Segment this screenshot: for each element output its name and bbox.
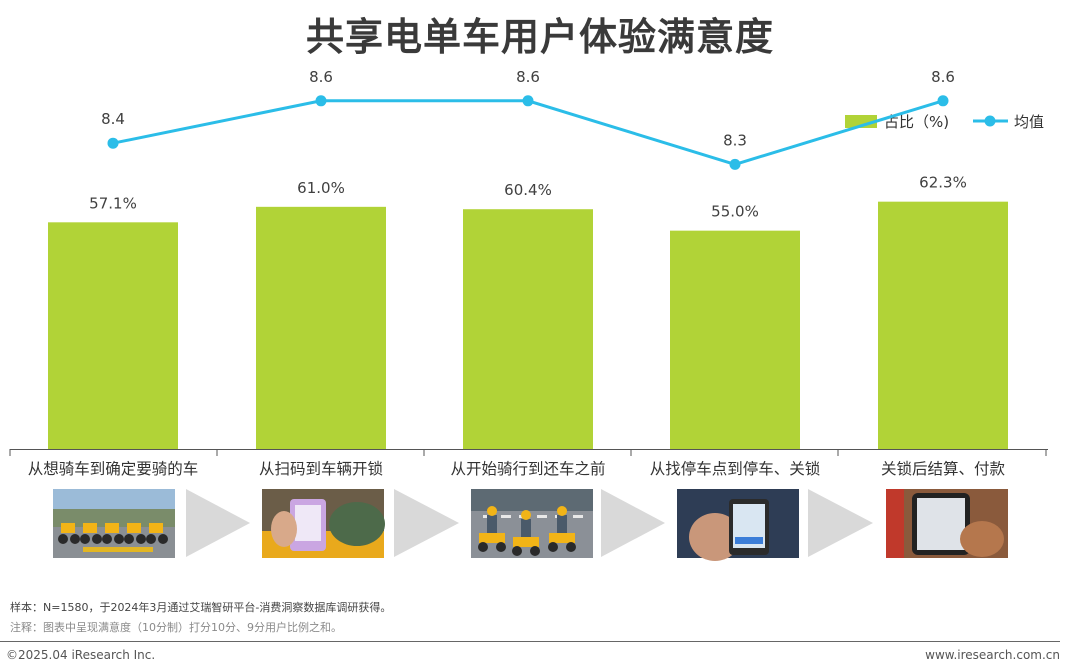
x-axis-ticks xyxy=(9,449,1047,456)
legend-line-label: 均值 xyxy=(1014,113,1044,131)
line-point xyxy=(937,95,949,107)
bar-value-label: 61.0% xyxy=(297,179,345,197)
step-arrow xyxy=(394,489,459,557)
riding-photo xyxy=(471,489,593,558)
scan-unlock-photo xyxy=(262,489,385,558)
category-label: 从开始骑行到还车之前 xyxy=(450,460,605,478)
line-value-label: 8.3 xyxy=(723,131,747,149)
bar-value-label: 55.0% xyxy=(711,203,759,221)
category-label: 从想骑车到确定要骑的车 xyxy=(28,460,199,478)
bar xyxy=(878,201,1008,449)
line-point xyxy=(107,137,119,149)
bike-parking-photo xyxy=(53,489,175,558)
bar-value-label: 60.4% xyxy=(504,181,552,199)
line-value-label: 8.6 xyxy=(309,68,333,86)
line-value-label: 8.6 xyxy=(516,68,540,86)
legend-bar-label: 占比（%) xyxy=(884,113,949,131)
line-value-label: 8.4 xyxy=(101,110,125,128)
chart-title: 共享电单车用户体验满意度 xyxy=(305,15,774,59)
category-label: 从找停车点到停车、关锁 xyxy=(650,460,821,478)
copyright: ©2025.04 iResearch Inc. xyxy=(6,648,156,662)
notes: 样本：N=1580，于2024年3月通过艾瑞智研平台-消费洞察数据库调研获得。 … xyxy=(10,598,391,638)
bar xyxy=(670,230,800,449)
step-photos xyxy=(53,489,1008,561)
line-point xyxy=(315,95,327,107)
line-point xyxy=(729,158,741,170)
sample-note: 样本：N=1580，于2024年3月通过艾瑞智研平台-消费洞察数据库调研获得。 xyxy=(10,601,392,614)
legend-line-marker xyxy=(984,115,996,127)
line-series: 8.4 8.6 8.6 8.3 8.6 xyxy=(101,68,955,170)
bar-value-label: 62.3% xyxy=(919,174,967,192)
bar xyxy=(463,209,593,449)
series-line xyxy=(112,99,944,166)
category-label: 关锁后结算、付款 xyxy=(881,459,1006,478)
step-arrow xyxy=(808,489,873,557)
bar xyxy=(48,222,178,449)
remark-note: 注释：图表中呈现满意度（10分制）打分10分、9分用户比例之和。 xyxy=(10,621,342,634)
step-arrow xyxy=(601,489,665,557)
step-arrows xyxy=(186,489,873,557)
parking-lock-photo xyxy=(677,489,799,561)
bar-value-label: 57.1% xyxy=(89,194,137,212)
line-value-label: 8.6 xyxy=(931,68,955,86)
x-axis-labels: 从想骑车到确定要骑的车 从扫码到车辆开锁 从开始骑行到还车之前 从找停车点到停车、关锁… xyxy=(28,459,1006,478)
bar-series: 57.1% 61.0% 60.4% 55.0% 62.3% xyxy=(48,174,1008,449)
payment-photo xyxy=(886,489,1008,558)
step-arrow xyxy=(186,489,250,557)
footer-divider xyxy=(0,641,1060,642)
bar xyxy=(256,206,386,449)
line-point xyxy=(522,95,534,107)
combo-chart: 占比（%) 均值 57.1%61.0% 60.4%55.0%62.3% 8.48.… xyxy=(9,68,1048,561)
category-label: 从扫码到车辆开锁 xyxy=(259,460,383,478)
website: www.iresearch.com.cn xyxy=(925,648,1060,662)
